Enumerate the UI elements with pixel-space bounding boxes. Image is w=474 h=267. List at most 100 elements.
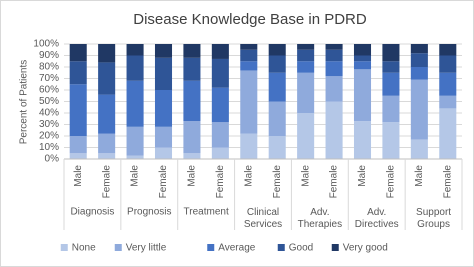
legend-label: Average [218, 243, 256, 254]
bar-segment [240, 133, 258, 159]
y-tick-label: 40% [39, 108, 59, 119]
bar-segment [183, 153, 201, 159]
bar-segment [439, 108, 457, 159]
group-label: Adv. Therapies [298, 207, 342, 230]
bar-segment [353, 121, 372, 159]
bar-segment [268, 55, 286, 73]
bar-segment [382, 72, 400, 96]
bar-segment [268, 72, 286, 102]
x-tick-label: Male [243, 165, 254, 187]
legend-label: Very little [126, 243, 167, 254]
bar-segment [297, 113, 315, 159]
bar-segment [325, 49, 343, 62]
bar-segment [211, 87, 229, 123]
y-tick-label: 50% [39, 96, 59, 107]
bar-segment [439, 44, 457, 56]
x-tick-label: Female [101, 165, 112, 199]
x-tick-label: Male [300, 165, 311, 187]
y-tick-label: 100% [33, 39, 59, 50]
bar-segment [69, 61, 87, 85]
bar-segment [69, 153, 87, 159]
bar-segment [268, 101, 286, 136]
bar-segment [126, 55, 144, 81]
bar-segment [240, 49, 258, 62]
legend-swatch [60, 244, 68, 251]
bar-segment [69, 44, 87, 62]
group-label: Clinical Services [244, 207, 282, 230]
bar-segment [154, 147, 173, 159]
bar-segment [154, 57, 173, 90]
group-label: Treatment [184, 207, 229, 218]
y-tick-label: 90% [39, 50, 59, 61]
bar-segment [325, 44, 343, 50]
x-tick-label: Male [73, 165, 84, 187]
bar-segment [297, 61, 315, 73]
bar-segment [240, 70, 258, 134]
y-tick-label: 30% [39, 119, 59, 130]
x-tick-label: Female [386, 165, 397, 199]
legend-label: None [72, 243, 96, 254]
x-tick-label: Female [272, 165, 283, 199]
bar-segment [126, 126, 144, 156]
bar-segment [382, 61, 400, 73]
bar-segment [98, 153, 116, 159]
bar-segment [183, 44, 201, 58]
bar-segment [297, 44, 315, 50]
bar-segment [154, 90, 173, 127]
y-tick-label: 70% [39, 73, 59, 84]
legend-swatch [277, 244, 285, 251]
bar-segment [211, 147, 229, 159]
bar-segment [439, 95, 457, 109]
bar-segment [410, 79, 428, 140]
bar-segment [325, 76, 343, 102]
y-tick-label: 10% [39, 142, 59, 153]
x-tick-label: Male [414, 165, 425, 187]
x-tick-label: Male [187, 165, 198, 187]
x-tick-label: Female [329, 165, 340, 199]
y-tick-label: 0% [45, 154, 60, 165]
y-tick-label: 20% [39, 131, 59, 142]
bar-segment [154, 44, 173, 58]
bar-segment [126, 80, 144, 127]
bar-segment [297, 72, 315, 113]
bar-segment [439, 55, 457, 73]
x-tick-label: Male [357, 165, 368, 187]
bar-segment [98, 44, 116, 63]
bar-segment [211, 122, 229, 148]
bar-segment [98, 62, 116, 95]
bar-segment [382, 122, 400, 159]
y-axis-label: Percent of Patients [19, 60, 30, 145]
bar-segment [410, 139, 428, 159]
legend-swatch [207, 244, 215, 251]
bar-segment [297, 49, 315, 62]
bar-segment [126, 155, 144, 159]
x-tick-label: Female [158, 165, 169, 199]
bar-segment [240, 44, 258, 50]
group-label: Support Groups [416, 207, 451, 230]
x-tick-label: Female [215, 165, 226, 199]
bar-segment [268, 44, 286, 56]
bar-segment [183, 57, 201, 81]
bar-segment [154, 126, 173, 148]
legend-swatch [331, 244, 339, 251]
bar-segment [183, 121, 201, 154]
bar-segment [439, 72, 457, 96]
bar-segment [353, 44, 372, 56]
bar-segment [126, 44, 144, 56]
bar-segment [353, 55, 372, 62]
bar-segment [211, 44, 229, 59]
bar-segment [211, 58, 229, 88]
bar-segment [98, 133, 116, 154]
bar-segment [183, 80, 201, 122]
bar-segment [69, 84, 87, 136]
bar-segment [410, 44, 428, 54]
group-label: Adv. Directives [355, 207, 399, 230]
bar-segment [410, 67, 428, 80]
group-label: Prognosis [127, 207, 171, 218]
y-tick-label: 80% [39, 62, 59, 73]
bar-segment [268, 136, 286, 159]
chart-title: Disease Knowledge Base in PDRD [133, 11, 367, 28]
legend-label: Good [289, 243, 313, 254]
bar-segment [325, 61, 343, 77]
